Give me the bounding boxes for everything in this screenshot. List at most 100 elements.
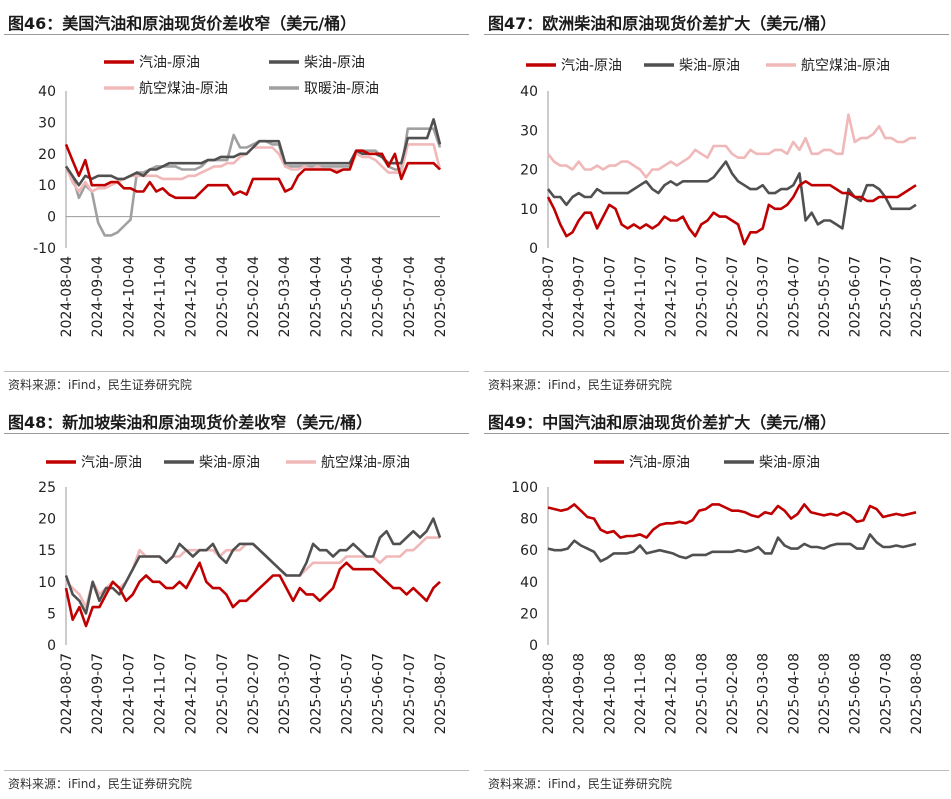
series-line [64,118,442,187]
legend-label: 柴油-原油 [199,455,260,471]
x-tick-label: 2024-10-07 [602,256,618,337]
y-tick-label: 30 [38,115,56,131]
y-tick-label: 15 [38,543,56,559]
y-tick-label: 25 [38,480,56,496]
x-tick-label: 2025-07-07 [402,653,418,734]
x-tick-label: 2025-06-04 [371,256,387,337]
x-tick-label: 2025-08-07 [909,256,925,337]
source-note: 资料来源：iFind，民生证券研究院 [488,378,672,392]
chart-singapore-diesel-spread: 0 5 10 15 20 25 2024-08-07 2024-09-07 2024-10-07… [38,455,449,734]
x-tick-label: 2025-04-04 [308,256,324,337]
x-tick-label: 2025-07-04 [402,256,418,337]
y-tick-label: 5 [47,606,56,622]
chart-title: 图49：中国汽油和原油现货价差扩大（美元/桶） [488,413,837,432]
x-tick-label: 2024-11-07 [633,256,649,337]
x-tick-label: 2024-08-04 [59,256,75,337]
x-tick-label: 2025-01-08 [694,653,710,734]
legend-label: 汽油-原油 [139,55,200,71]
source-divider [484,371,949,372]
x-tick-label: 2025-01-07 [694,256,710,337]
legend-label: 航空煤油-原油 [801,58,890,74]
y-tick-label: 60 [520,543,538,559]
x-tick-label: 2025-04-07 [786,256,802,337]
chart-title: 图47：欧洲柴油和原油现货价差扩大（美元/桶） [488,14,837,33]
legend-label: 取暖油-原油 [304,81,379,97]
y-tick-label: 0 [47,638,56,654]
x-tick-label: 2025-02-07 [725,256,741,337]
series-line [546,113,916,179]
x-tick-label: 2025-04-07 [308,653,324,734]
legend-label: 航空煤油-原油 [321,455,410,471]
x-tick-label: 2025-06-08 [848,653,864,734]
x-tick-label: 2024-11-08 [633,653,649,734]
x-tick-label: 2025-04-08 [786,653,802,734]
series-line [546,180,917,246]
y-tick-label: 20 [520,606,538,622]
y-tick-label: 0 [529,241,538,257]
legend-label: 汽油-原油 [81,455,142,471]
x-tick-label: 2024-12-08 [664,653,680,734]
source-note: 资料来源：iFind，民生证券研究院 [488,777,672,791]
series-line [64,517,442,615]
chart-title: 图46：美国汽油和原油现货价差收窄（美元/桶） [8,14,357,33]
legend-label: 汽油-原油 [629,455,690,471]
x-tick-label: 2024-09-07 [572,256,588,337]
chart-china-gasoline-spread: 0 20 40 60 80 100 2024-08-08 2024-09-08 2024-10-… [511,455,925,734]
legend-label: 汽油-原油 [561,58,622,74]
panel-china-gasoline: 图49：中国汽油和原油现货价差扩大（美元/桶） 0 20 40 60 80 100 2024… [484,399,949,797]
x-tick-label: 2024-09-04 [90,256,106,337]
x-tick-label: 2025-05-04 [340,256,356,337]
x-tick-label: 2025-07-07 [878,256,894,337]
x-tick-label: 2025-02-04 [246,256,262,337]
legend-label: 柴油-原油 [304,55,365,71]
panel-singapore-diesel: 图48：新加坡柴油和原油现货价差收窄（美元/桶） 0 5 10 15 20 25 2024-… [4,399,469,797]
y-tick-label: 20 [38,147,56,163]
source-note: 资料来源：iFind，民生证券研究院 [8,777,192,791]
source-divider [4,371,469,372]
y-tick-label: 20 [520,163,538,179]
x-tick-label: 2025-03-04 [277,256,293,337]
y-tick-label: 10 [38,178,56,194]
x-tick-label: 2025-01-07 [215,653,231,734]
series-line [64,143,441,200]
series-line [65,536,440,609]
x-tick-label: 2024-08-07 [59,653,75,734]
source-note: 资料来源：iFind，民生证券研究院 [8,378,192,392]
y-tick-label: 80 [520,512,538,528]
x-tick-label: 2024-09-08 [572,653,588,734]
chart-us-gasoline-spread: -10 0 10 20 30 40 2024-08-04 2024-09-04 2024-10-… [33,55,449,337]
x-tick-label: 2025-06-07 [371,653,387,734]
y-tick-label: -10 [33,241,56,257]
x-tick-label: 2025-07-08 [878,653,894,734]
series-line [64,143,442,193]
x-tick-label: 2025-02-08 [725,653,741,734]
x-tick-label: 2024-12-07 [184,653,200,734]
series-line [64,561,441,628]
y-tick-label: 10 [38,575,56,591]
title-divider [484,433,949,434]
source-divider [484,770,949,771]
x-tick-label: 2024-11-07 [153,653,169,734]
series-line [547,533,917,563]
x-tick-label: 2024-12-07 [664,256,680,337]
x-tick-label: 2025-08-04 [433,256,449,337]
legend-label: 柴油-原油 [679,58,740,74]
source-divider [4,770,469,771]
x-tick-label: 2024-10-08 [602,653,618,734]
title-divider [484,34,949,35]
x-tick-label: 2025-05-07 [817,256,833,337]
series-line [547,503,917,539]
panel-europe-diesel: 图47：欧洲柴油和原油现货价差扩大（美元/桶） 0 10 20 30 40 2024-08… [484,0,949,398]
title-divider [4,433,469,434]
y-tick-label: 40 [520,575,538,591]
x-tick-label: 2025-06-07 [848,256,864,337]
x-tick-label: 2025-01-04 [215,256,231,337]
panel-us-gasoline: 图46：美国汽油和原油现货价差收窄（美元/桶） -10 0 10 20 30 40 2024… [4,0,469,398]
x-tick-label: 2025-03-07 [756,256,772,337]
x-tick-label: 2025-08-08 [909,653,925,734]
y-tick-label: 40 [38,84,56,100]
x-tick-label: 2025-05-07 [340,653,356,734]
title-divider [4,34,469,35]
chart-europe-diesel-spread: 0 10 20 30 40 2024-08-07 2024-09-07 2024-10-07 2… [520,58,925,337]
y-tick-label: 40 [520,84,538,100]
